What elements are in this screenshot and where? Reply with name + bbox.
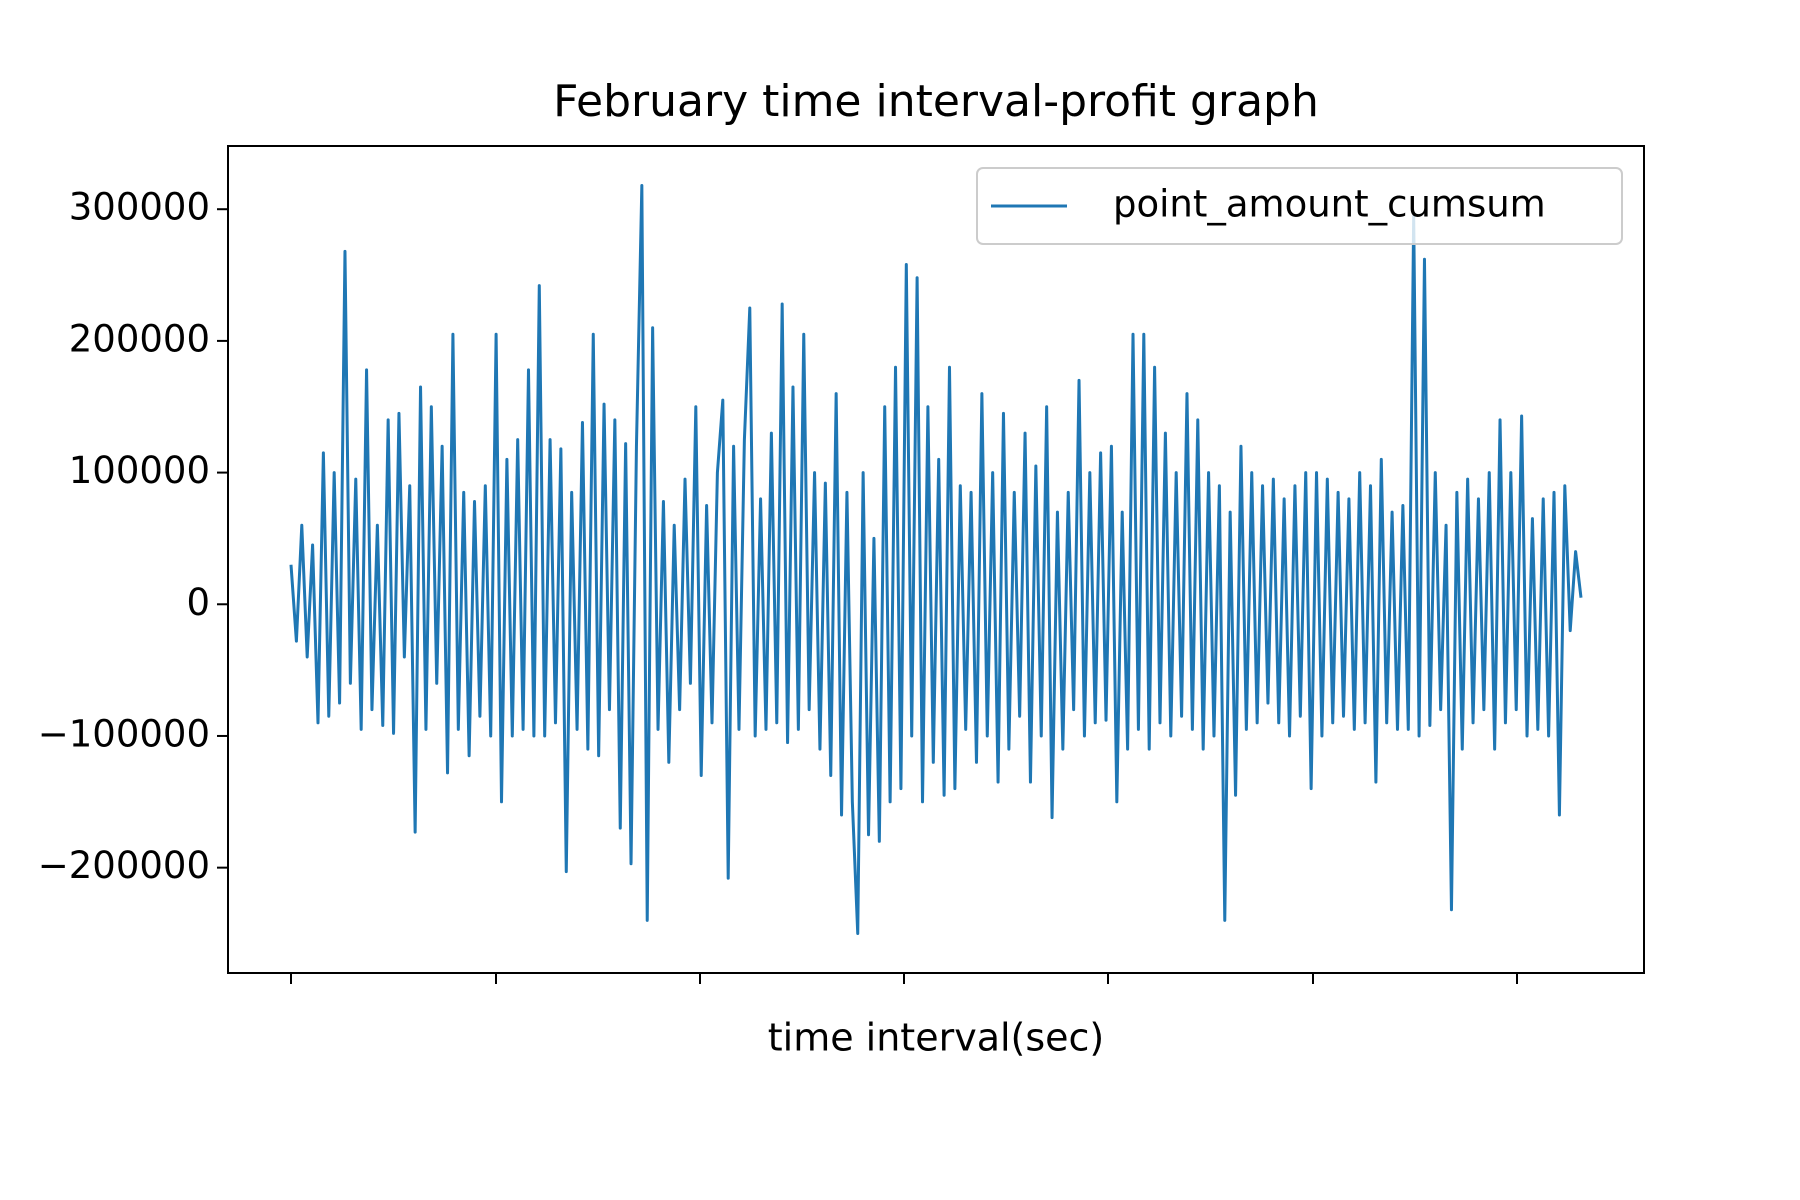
legend-label: point_amount_cumsum <box>1113 183 1546 226</box>
y-tick-label: 200000 <box>69 317 210 360</box>
x-axis-label: time interval(sec) <box>768 1016 1105 1060</box>
x-ticks <box>290 973 1518 984</box>
y-tick-label: −100000 <box>38 712 210 755</box>
plot-frame <box>227 145 1645 974</box>
y-tick-label: 100000 <box>69 449 210 492</box>
y-tick-label: 300000 <box>69 186 210 229</box>
y-tick-label: −200000 <box>38 844 210 887</box>
y-tick-label: 0 <box>186 581 210 624</box>
chart-title: February time interval-profit graph <box>553 76 1319 127</box>
legend: point_amount_cumsum <box>976 167 1623 245</box>
legend-box <box>976 167 1623 245</box>
data-line <box>289 184 1583 935</box>
